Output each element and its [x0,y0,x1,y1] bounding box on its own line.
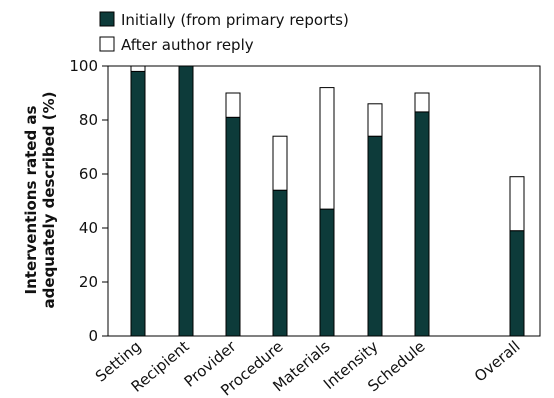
bar-setting-after-reply [130,65,146,72]
y-tick-label: 60 [79,165,98,183]
legend-swatch-initially [99,11,115,27]
legend-swatch-after [99,36,115,52]
bar-intensity-initially [367,135,383,337]
y-axis-title-line2: adequately described (%) [40,92,58,309]
bar-provider-initially [225,116,241,337]
legend-label-initially: Initially (from primary reports) [121,11,349,29]
y-axis-title-line1: Interventions rated as [22,105,40,294]
bar-materials-initially [319,208,335,337]
plot-area: 020406080100SettingRecipientProviderProc… [69,57,541,398]
legend: Initially (from primary reports) After a… [99,11,349,54]
y-axis-title: Interventions rated as adequately descri… [22,92,58,309]
y-tick-label: 0 [88,327,98,345]
bar-schedule-after-reply [414,92,430,113]
bar-materials-after-reply [319,87,335,210]
y-tick-label: 100 [69,57,98,75]
y-tick-label: 20 [79,273,98,291]
bar-provider-after-reply [225,92,241,118]
bar-recipient-initially [178,65,194,337]
bar-intensity-after-reply [367,103,383,137]
y-tick-label: 40 [79,219,98,237]
bar-schedule-initially [414,111,430,337]
legend-label-after: After author reply [121,36,254,54]
y-tick-label: 80 [79,111,98,129]
x-tick-label: Overall [471,337,524,385]
bar-procedure-initially [272,189,288,337]
bar-setting-initially [130,70,146,337]
bar-overall-after-reply [509,176,525,232]
bar-overall-initially [509,230,525,337]
bar-procedure-after-reply [272,135,288,191]
